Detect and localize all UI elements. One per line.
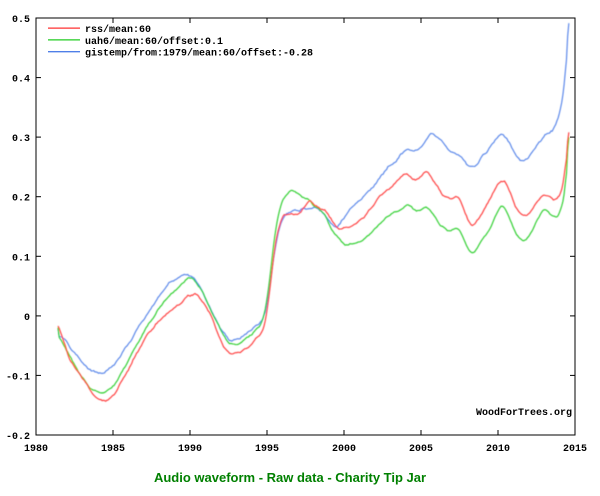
svg-text:0.3: 0.3	[12, 134, 30, 145]
svg-text:2000: 2000	[332, 444, 356, 455]
svg-text:0: 0	[24, 313, 30, 324]
svg-text:gistemp/from:1979/mean:60/offs: gistemp/from:1979/mean:60/offset:-0.28	[85, 48, 313, 60]
svg-text:WoodForTrees.org: WoodForTrees.org	[476, 407, 572, 419]
svg-text:1990: 1990	[178, 444, 202, 455]
svg-text:0.4: 0.4	[12, 75, 30, 86]
svg-text:Audio waveform - Raw data - Ch: Audio waveform - Raw data - Charity Tip …	[154, 470, 426, 485]
svg-text:1985: 1985	[101, 444, 125, 455]
svg-text:2015: 2015	[563, 444, 587, 455]
svg-text:0.2: 0.2	[12, 194, 30, 205]
svg-text:0.5: 0.5	[12, 15, 30, 26]
svg-text:-0.1: -0.1	[6, 372, 30, 383]
svg-text:1995: 1995	[255, 444, 279, 455]
svg-text:-0.2: -0.2	[6, 432, 30, 443]
svg-text:2005: 2005	[409, 444, 433, 455]
svg-text:rss/mean:60: rss/mean:60	[85, 24, 151, 36]
svg-text:2010: 2010	[486, 444, 510, 455]
svg-text:1980: 1980	[24, 444, 48, 455]
svg-text:uah6/mean:60/offset:0.1: uah6/mean:60/offset:0.1	[85, 36, 223, 48]
svg-text:0.1: 0.1	[12, 253, 30, 264]
